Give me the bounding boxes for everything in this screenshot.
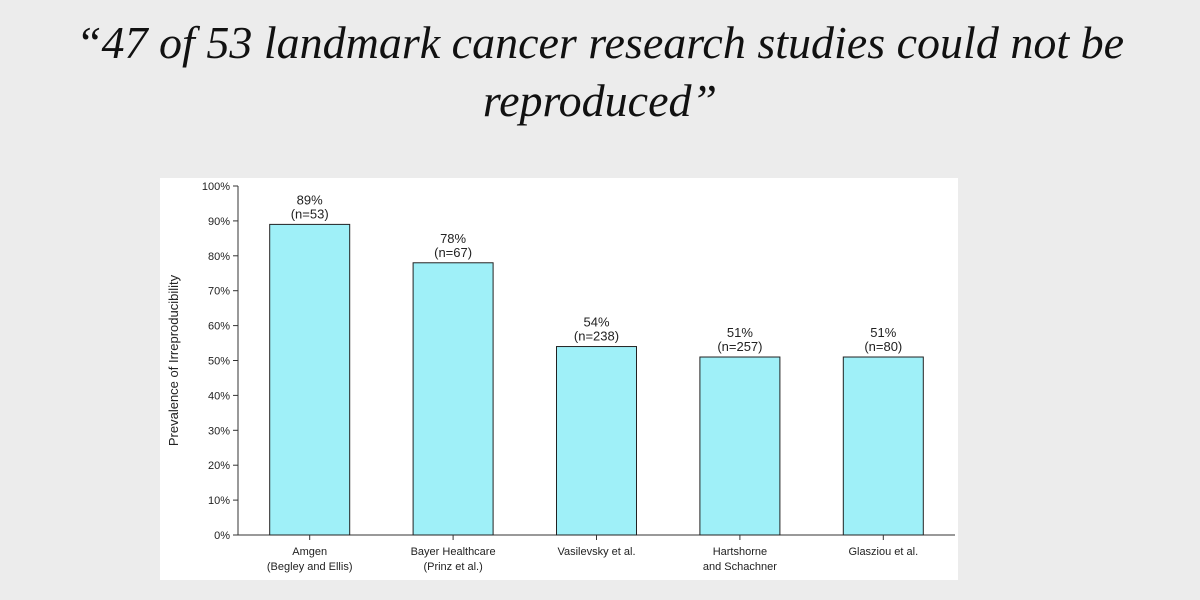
y-tick-label: 20% bbox=[208, 460, 230, 472]
bar-n-label: (n=67) bbox=[434, 245, 472, 260]
bar-value-label: 78% bbox=[440, 231, 466, 246]
y-tick-label: 50% bbox=[208, 356, 230, 368]
x-category-label: (Prinz et al.) bbox=[423, 561, 482, 573]
bar bbox=[556, 346, 637, 536]
y-tick-label: 70% bbox=[208, 286, 230, 298]
bar bbox=[269, 223, 351, 536]
y-tick-label: 60% bbox=[208, 321, 230, 333]
bar-chart: 0% 10% 20% 30% 40% 50% 60% 70% 80% 90% 100% Prevale… bbox=[166, 181, 955, 573]
bar-n-label: (n=80) bbox=[864, 339, 902, 354]
y-tick-label: 80% bbox=[208, 251, 230, 263]
bar-value-label: 51% bbox=[870, 325, 896, 340]
y-tick-label: 10% bbox=[208, 495, 230, 507]
slide-title: “47 of 53 landmark cancer research studi… bbox=[0, 14, 1200, 130]
x-category-label: Bayer Healthcare bbox=[411, 546, 496, 558]
bar-value-label: 89% bbox=[297, 192, 323, 207]
bar bbox=[412, 262, 494, 536]
x-category-label: Vasilevsky et al. bbox=[557, 546, 635, 558]
bar bbox=[699, 356, 781, 536]
y-tick-label: 90% bbox=[208, 216, 230, 228]
bar-n-label: (n=257) bbox=[717, 339, 762, 354]
chart-panel: 0% 10% 20% 30% 40% 50% 60% 70% 80% 90% 100% Prevale… bbox=[160, 178, 958, 580]
slide-title-line1: “47 of 53 landmark cancer research studi… bbox=[75, 17, 1125, 68]
y-tick-label: 100% bbox=[202, 181, 230, 193]
bar bbox=[842, 356, 924, 536]
y-tick-label: 40% bbox=[208, 390, 230, 402]
y-axis-label: Prevalence of Irreproducibility bbox=[166, 274, 181, 446]
bar-n-label: (n=53) bbox=[291, 206, 329, 221]
x-category-label: and Schachner bbox=[703, 561, 777, 573]
x-category-label: Hartshorne bbox=[713, 546, 767, 558]
bar-n-label: (n=238) bbox=[574, 329, 619, 344]
slide-title-line2: reproduced” bbox=[482, 75, 718, 126]
bar-value-label: 51% bbox=[727, 325, 753, 340]
x-category-label: Amgen bbox=[292, 546, 327, 558]
x-category-label: (Begley and Ellis) bbox=[267, 561, 353, 573]
y-tick-label: 30% bbox=[208, 425, 230, 437]
y-tick-label: 0% bbox=[214, 530, 230, 542]
bar-value-label: 54% bbox=[583, 315, 609, 330]
x-category-label: Glasziou et al. bbox=[848, 546, 918, 558]
